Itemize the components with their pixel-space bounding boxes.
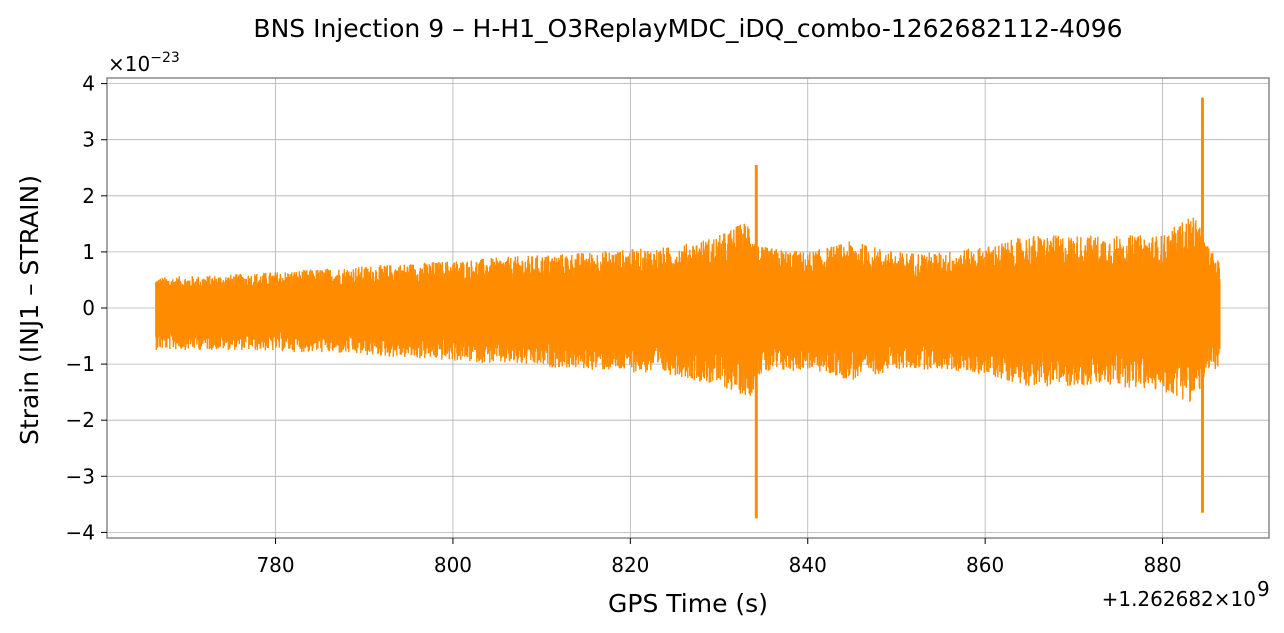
y-axis-label: Strain (INJ1 – STRAIN) <box>15 175 44 445</box>
svg-text:×10−23: ×10−23 <box>108 50 180 76</box>
strain-series <box>155 97 1221 519</box>
y-tick-label: 0 <box>82 296 95 320</box>
y-tick-label: 1 <box>82 240 95 264</box>
x-tick-label: 800 <box>434 553 472 577</box>
x-axis-ticks: 780 800 820 840 860 880 <box>256 538 1182 577</box>
y-tick-label: −3 <box>66 464 95 488</box>
x-tick-label: 860 <box>966 553 1004 577</box>
y-tick-label: −2 <box>66 408 95 432</box>
svg-text:9: 9 <box>1257 577 1270 601</box>
x-tick-label: 840 <box>789 553 827 577</box>
x-offset-label: +1.262682×10 9 <box>1102 577 1270 611</box>
y-axis-ticks: 4 3 2 1 0 −1 −2 −3 −4 <box>66 72 107 544</box>
svg-text:+1.262682×10: +1.262682×10 <box>1102 587 1256 611</box>
y-tick-label: 2 <box>82 184 95 208</box>
y-tick-label: 4 <box>82 72 95 96</box>
strain-trace <box>155 217 1221 402</box>
y-tick-label: −1 <box>66 352 95 376</box>
x-axis-label: GPS Time (s) <box>608 589 768 618</box>
y-scale-label: ×10−23 <box>108 50 180 76</box>
chart-title: BNS Injection 9 – H-H1_O3ReplayMDC_iDQ_c… <box>253 14 1122 43</box>
x-tick-label: 820 <box>611 553 649 577</box>
y-tick-label: 3 <box>82 128 95 152</box>
x-tick-label: 780 <box>256 553 294 577</box>
y-tick-label: −4 <box>66 520 95 544</box>
x-tick-label: 880 <box>1143 553 1181 577</box>
